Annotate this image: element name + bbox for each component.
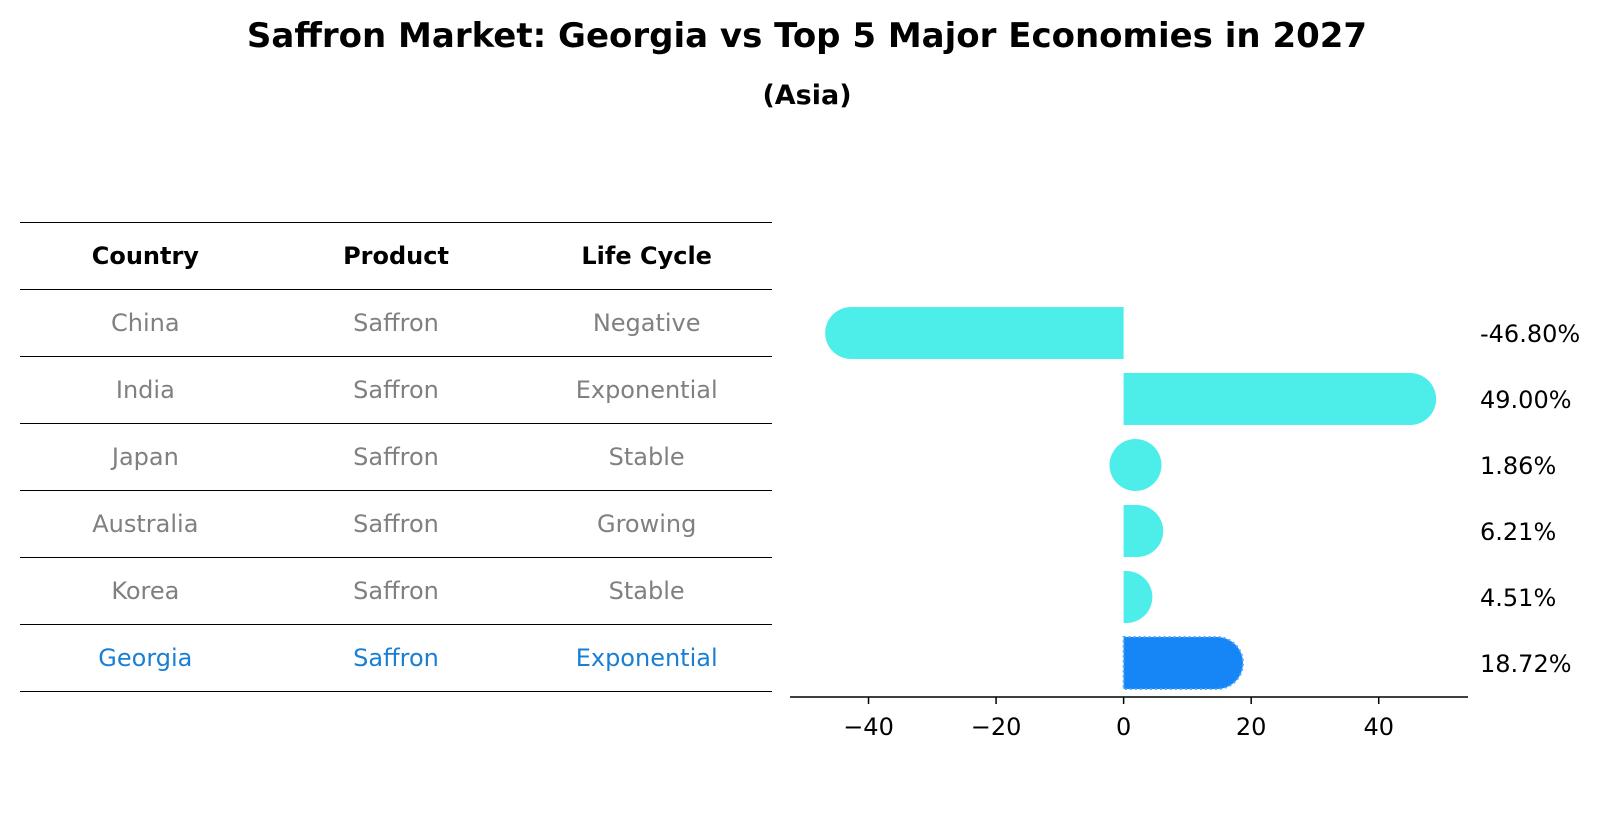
bar-chart: -46.80% 49.00% 1.86% 6.21% 4.51% 18.72% −40 −20… [790, 307, 1580, 741]
cell-life-cycle: Exponential [575, 644, 718, 672]
header-product: Product [343, 242, 449, 270]
cell-country: India [115, 376, 175, 404]
table-row: India Saffron Exponential [20, 356, 772, 423]
cell-life-cycle: Negative [592, 309, 701, 337]
cell-product: Saffron [353, 309, 439, 337]
x-tick-label: 40 [1363, 713, 1394, 741]
bar [1123, 571, 1153, 623]
data-table: Country Product Life Cycle China Saffron… [20, 222, 772, 692]
x-tick-label: −40 [843, 713, 894, 741]
cell-country: Japan [111, 443, 179, 471]
cell-product: Saffron [353, 644, 439, 672]
cell-product: Saffron [353, 376, 439, 404]
table-header-row: Country Product Life Cycle [20, 222, 772, 289]
table-row-highlight: Georgia Saffron Exponential [20, 624, 772, 692]
chart-subtitle: (Asia) [762, 80, 852, 111]
cell-product: Saffron [353, 510, 439, 538]
header-country: Country [91, 242, 199, 270]
x-tick-label: 0 [1116, 713, 1131, 741]
data-label: 4.51% [1480, 584, 1556, 612]
bar [1109, 439, 1162, 491]
cell-life-cycle: Stable [608, 577, 685, 605]
x-tick-label: −20 [971, 713, 1022, 741]
bar-highlight [1122, 636, 1245, 690]
data-label: 6.21% [1480, 518, 1556, 546]
header-life-cycle: Life Cycle [581, 242, 712, 270]
cell-product: Saffron [353, 443, 439, 471]
bar [825, 307, 1124, 359]
data-label: 18.72% [1480, 650, 1572, 678]
table-row: China Saffron Negative [20, 289, 772, 356]
chart-title: Saffron Market: Georgia vs Top 5 Major E… [246, 16, 1368, 56]
data-label: 1.86% [1480, 452, 1556, 480]
table-row: Japan Saffron Stable [20, 423, 772, 490]
data-label: -46.80% [1480, 320, 1580, 348]
bar [1123, 505, 1164, 557]
data-label: 49.00% [1480, 386, 1572, 414]
cell-life-cycle: Exponential [575, 376, 718, 404]
table-row: Korea Saffron Stable [20, 557, 772, 624]
cell-country: Korea [111, 577, 180, 605]
cell-product: Saffron [353, 577, 439, 605]
x-tick-label: 20 [1236, 713, 1267, 741]
cell-country: Georgia [98, 644, 193, 672]
table-row: Australia Saffron Growing [20, 490, 772, 557]
bar [1123, 373, 1437, 425]
cell-country: Australia [92, 510, 199, 538]
cell-country: China [111, 309, 180, 337]
cell-life-cycle: Growing [596, 510, 697, 538]
cell-life-cycle: Stable [608, 443, 685, 471]
